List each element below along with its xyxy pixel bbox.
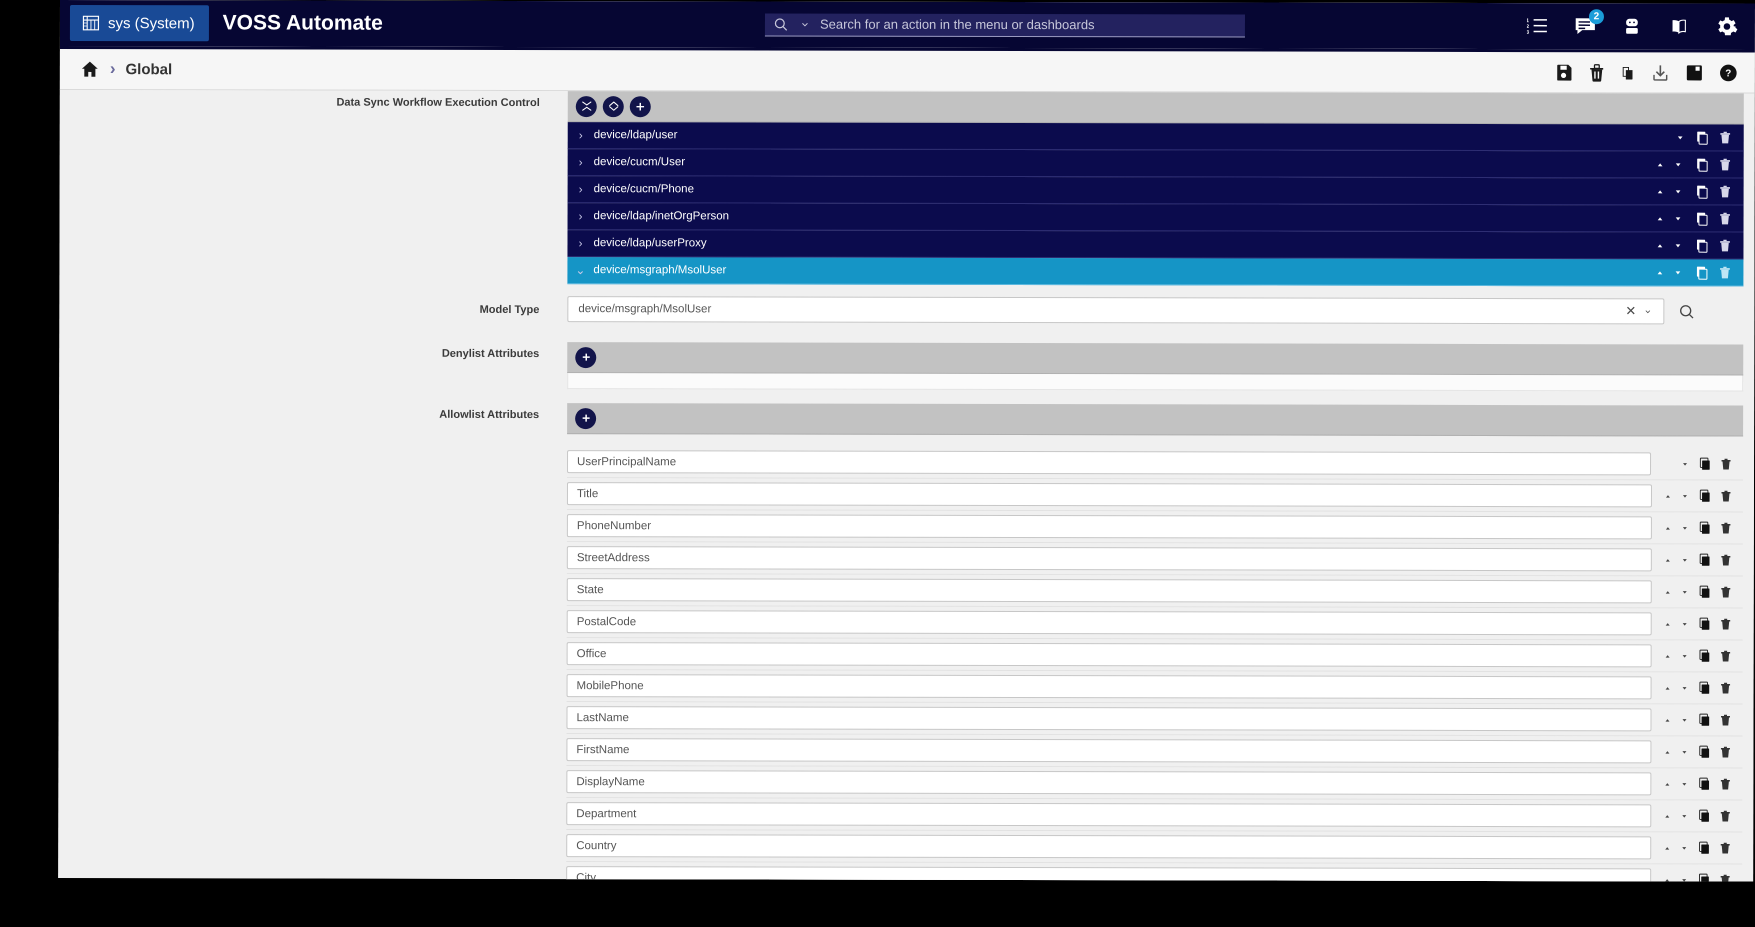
svg-text:?: ? <box>1725 68 1731 79</box>
svg-text:3: 3 <box>1527 30 1529 36</box>
